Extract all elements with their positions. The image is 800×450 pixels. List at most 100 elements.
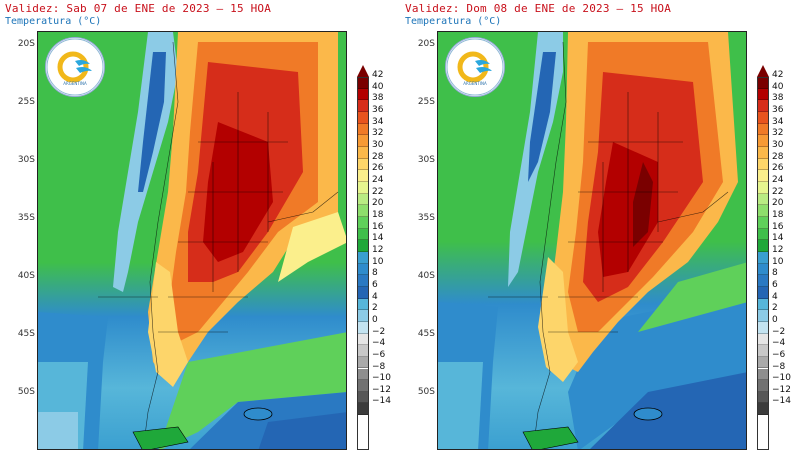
colorbar-tick-label: −6	[772, 349, 786, 360]
colorbar-segment	[357, 333, 369, 346]
colorbar-segment	[757, 345, 769, 357]
colorbar-tick-label: 4	[772, 291, 778, 302]
colorbar-tick-label: 20	[772, 198, 784, 209]
lat-label: 30S	[17, 155, 35, 165]
colorbar-segment	[757, 275, 769, 287]
colorbar-segment	[757, 356, 769, 369]
colorbar-segment	[757, 240, 769, 252]
colorbar-segment	[757, 368, 769, 381]
temperature-map	[37, 31, 347, 450]
lat-label: 25S	[17, 97, 35, 107]
colorbar-tick-label: −6	[372, 349, 386, 360]
lat-label: 30S	[417, 155, 435, 165]
colorbar-segment	[357, 345, 369, 357]
colorbar-segment	[757, 181, 769, 194]
colorbar-tick-label: −4	[772, 338, 786, 349]
colorbar-segment	[757, 123, 769, 136]
colorbar-tick-label: 42	[372, 70, 384, 80]
colorbar-segment	[357, 181, 369, 194]
colorbar-segment	[357, 391, 369, 404]
colorbar-segment	[357, 205, 369, 217]
colorbar-segment	[757, 251, 769, 264]
colorbar-segment	[757, 146, 769, 159]
colorbar-segment	[357, 240, 369, 252]
colorbar-tick-label: −8	[372, 361, 386, 372]
colorbar-tick-label: 14	[372, 233, 384, 244]
colorbar-tick-label: 0	[372, 314, 378, 325]
colorbar-tick-label: 14	[772, 233, 784, 244]
colorbar-tick-label: 40	[372, 81, 384, 92]
colorbar-segment	[357, 321, 369, 334]
colorbar	[357, 77, 369, 450]
colorbar-tick-label: 40	[772, 81, 784, 92]
colorbar-segment	[357, 263, 369, 276]
colorbar-tick-label: 38	[372, 93, 384, 104]
lat-label: 40S	[17, 271, 35, 281]
colorbar-segment	[357, 135, 369, 147]
colorbar-tick-label: −10	[772, 373, 791, 384]
colorbar-tick-label: 16	[372, 221, 384, 232]
colorbar-tick-label: 10	[772, 256, 784, 267]
colorbar-tick-label: 18	[372, 209, 384, 220]
forecast-panel-sun: Validez: Dom 08 de ENE de 2023 — 15 HOA …	[400, 0, 800, 450]
colorbar-tick-label: −8	[772, 361, 786, 372]
colorbar-segment	[357, 356, 369, 369]
colorbar-tick-label: −4	[372, 338, 386, 349]
colorbar-segment	[757, 228, 769, 241]
colorbar-tick-label: −2	[372, 326, 386, 337]
colorbar-tick-label: 2	[372, 303, 378, 314]
lat-label: 50S	[417, 387, 435, 397]
colorbar-segment	[357, 170, 369, 182]
colorbar-tick-label: 10	[372, 256, 384, 267]
colorbar-tick-label: 32	[772, 128, 784, 139]
colorbar-tick-label: 38	[772, 93, 784, 104]
colorbar-tick-label: 8	[372, 268, 378, 279]
colorbar-segment	[757, 263, 769, 276]
colorbar-tick-label: 0	[772, 314, 778, 325]
colorbar-tick-label: 16	[772, 221, 784, 232]
colorbar-tick-label: 12	[772, 244, 784, 255]
colorbar-tick-label: 6	[372, 279, 378, 290]
colorbar-tick-label: −12	[372, 384, 391, 395]
lat-label: 20S	[417, 39, 435, 49]
colorbar-segment	[357, 146, 369, 159]
colorbar-segment	[757, 158, 769, 171]
panel-subtitle: Temperatura (°C)	[5, 16, 102, 27]
panel-title: Validez: Sab 07 de ENE de 2023 — 15 HOA	[5, 2, 272, 15]
colorbar-tick-label: −12	[772, 384, 791, 395]
colorbar-segment	[757, 286, 769, 299]
colorbar-tick-label: 36	[372, 104, 384, 115]
colorbar-segment	[357, 158, 369, 171]
colorbar-segment	[757, 205, 769, 217]
colorbar-tick-label: −2	[772, 326, 786, 337]
panel-title: Validez: Dom 08 de ENE de 2023 — 15 HOA	[405, 2, 672, 15]
smn-logo	[446, 38, 504, 96]
colorbar-tick-label: 24	[372, 174, 384, 185]
colorbar-tick-label: 30	[772, 139, 784, 150]
colorbar-tick-label: 26	[772, 163, 784, 174]
colorbar-tick-label: 34	[772, 116, 784, 127]
temperature-map	[437, 31, 747, 450]
colorbar-tick-label: 30	[372, 139, 384, 150]
colorbar-segment	[757, 193, 769, 206]
lat-label: 45S	[417, 329, 435, 339]
colorbar-segment	[357, 403, 369, 416]
colorbar-segment	[357, 380, 369, 392]
colorbar-tick-label: 26	[372, 163, 384, 174]
colorbar-tick-label: 42	[772, 70, 784, 80]
lat-label: 35S	[417, 213, 435, 223]
colorbar-tick-label: −14	[772, 396, 791, 407]
colorbar-tick-label: 12	[372, 244, 384, 255]
colorbar-tick-label: 22	[772, 186, 784, 197]
lat-label: 25S	[417, 97, 435, 107]
lat-label: 40S	[417, 271, 435, 281]
colorbar-segment	[357, 310, 369, 322]
colorbar-segment	[357, 298, 369, 311]
colorbar	[757, 77, 769, 450]
lat-label: 50S	[17, 387, 35, 397]
lat-label: 45S	[17, 329, 35, 339]
colorbar-segment	[357, 77, 369, 89]
colorbar-segment	[757, 391, 769, 404]
colorbar-segment	[757, 298, 769, 311]
colorbar-segment	[757, 380, 769, 392]
